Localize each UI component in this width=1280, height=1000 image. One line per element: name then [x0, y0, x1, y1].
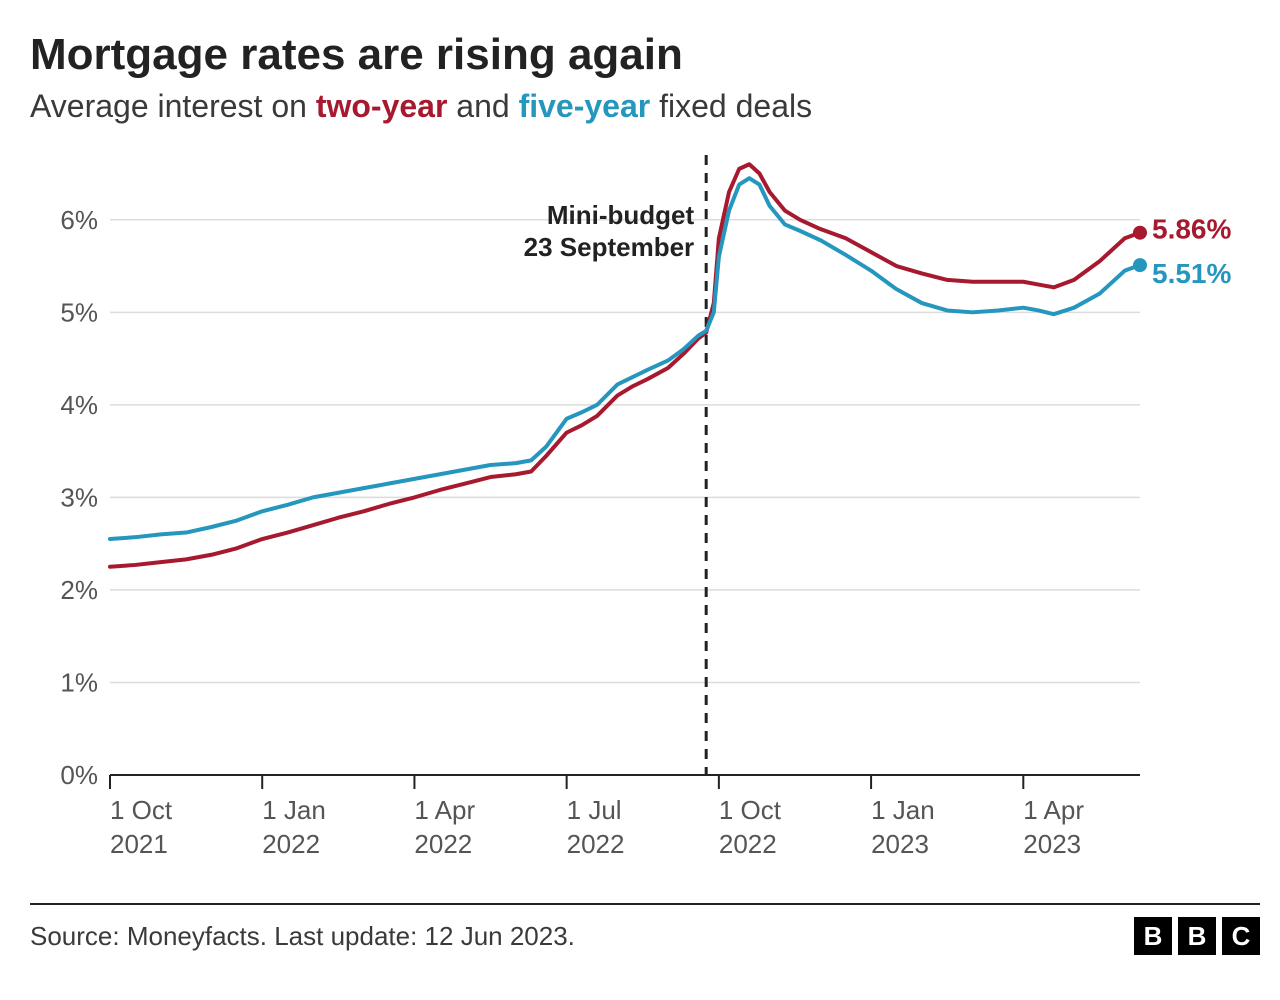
svg-text:0%: 0%: [60, 760, 98, 790]
subtitle-suffix: fixed deals: [650, 88, 812, 124]
subtitle-series1: two-year: [316, 88, 448, 124]
svg-text:2%: 2%: [60, 575, 98, 605]
svg-text:1 Oct: 1 Oct: [719, 795, 782, 825]
svg-text:2022: 2022: [567, 829, 625, 859]
svg-text:2022: 2022: [414, 829, 472, 859]
bbc-logo-box: B: [1134, 917, 1172, 955]
svg-text:5.51%: 5.51%: [1152, 258, 1231, 289]
subtitle-mid: and: [447, 88, 518, 124]
chart-container: Mortgage rates are rising again Average …: [0, 0, 1280, 1000]
svg-text:1 Apr: 1 Apr: [414, 795, 475, 825]
svg-text:1 Jan: 1 Jan: [262, 795, 326, 825]
svg-text:4%: 4%: [60, 390, 98, 420]
svg-text:5.86%: 5.86%: [1152, 214, 1231, 245]
subtitle-series2: five-year: [519, 88, 651, 124]
bbc-logo-box: C: [1222, 917, 1260, 955]
svg-text:6%: 6%: [60, 205, 98, 235]
footer-source: Source: Moneyfacts. Last update: 12 Jun …: [30, 921, 575, 952]
svg-text:5%: 5%: [60, 297, 98, 327]
svg-text:Mini-budget: Mini-budget: [547, 200, 695, 230]
subtitle-prefix: Average interest on: [30, 88, 316, 124]
chart-title: Mortgage rates are rising again: [30, 30, 1260, 80]
svg-text:1 Oct: 1 Oct: [110, 795, 173, 825]
chart-footer: Source: Moneyfacts. Last update: 12 Jun …: [30, 903, 1260, 955]
plot-area: 0% 1% 2% 3% 4% 5% 6% 1 Oct 2021 1 Jan 2022 1 Apr 202…: [30, 135, 1250, 895]
chart-svg: 0% 1% 2% 3% 4% 5% 6% 1 Oct 2021 1 Jan 2022 1 Apr 202…: [30, 135, 1250, 895]
svg-text:2023: 2023: [871, 829, 929, 859]
svg-text:3%: 3%: [60, 482, 98, 512]
svg-text:23 September: 23 September: [524, 232, 695, 262]
svg-text:1 Jan: 1 Jan: [871, 795, 935, 825]
bbc-logo-box: B: [1178, 917, 1216, 955]
svg-text:2023: 2023: [1023, 829, 1081, 859]
svg-text:2021: 2021: [110, 829, 168, 859]
svg-text:1 Jul: 1 Jul: [567, 795, 622, 825]
svg-text:1 Apr: 1 Apr: [1023, 795, 1084, 825]
chart-subtitle: Average interest on two-year and five-ye…: [30, 88, 1260, 125]
svg-text:2022: 2022: [262, 829, 320, 859]
bbc-logo: BBC: [1134, 917, 1260, 955]
svg-text:1%: 1%: [60, 667, 98, 697]
svg-text:2022: 2022: [719, 829, 777, 859]
